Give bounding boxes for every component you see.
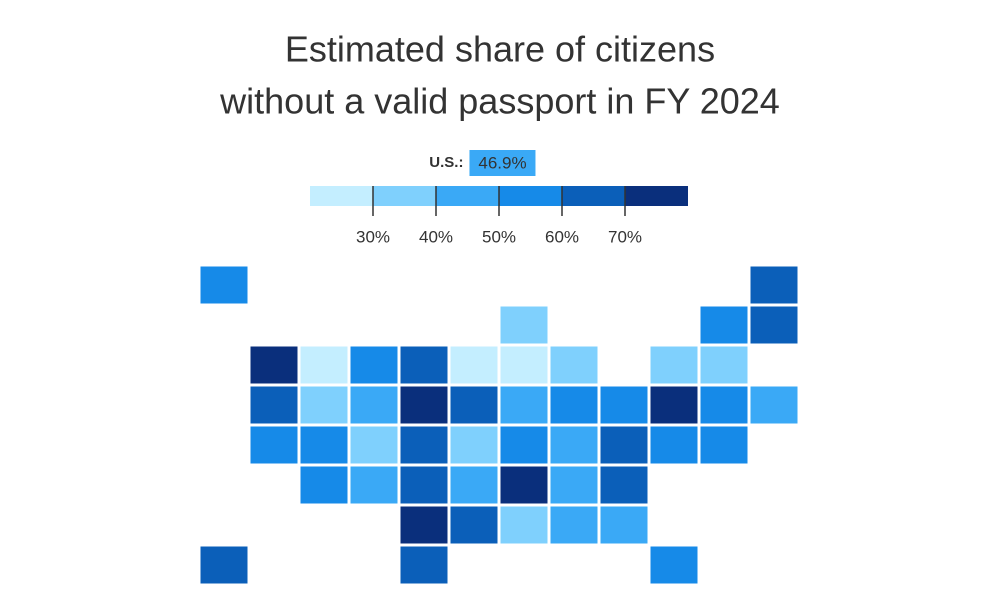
state [399,345,449,385]
legend-swatch [499,186,562,206]
state [399,425,449,465]
state [749,265,799,305]
state [699,305,749,345]
us-label: U.S.: [429,154,463,171]
state [549,345,599,385]
state [699,425,749,465]
state [749,305,799,345]
state [499,425,549,465]
chart-title: without a valid passport in FY 2024 [219,81,780,122]
state [399,385,449,425]
state [699,385,749,425]
state [449,505,499,545]
state [349,425,399,465]
state [649,345,699,385]
state [199,265,249,305]
legend-tick-label: 60% [545,227,579,246]
state [599,385,649,425]
state [349,465,399,505]
legend-swatch [436,186,499,206]
legend-swatch [310,186,373,206]
legend-tick-label: 30% [356,227,390,246]
legend-swatch [373,186,436,206]
state [499,465,549,505]
state [649,425,699,465]
state [199,545,249,585]
state [399,545,449,585]
state [749,385,799,425]
state [249,425,299,465]
legend-tick-label: 40% [419,227,453,246]
state [549,425,599,465]
state [449,465,499,505]
legend-tick-label: 50% [482,227,516,246]
state [649,545,699,585]
chart-title: Estimated share of citizens [285,29,715,70]
state [499,345,549,385]
legend-swatch [562,186,625,206]
state [599,465,649,505]
state [599,505,649,545]
state [299,425,349,465]
state [549,385,599,425]
state [549,465,599,505]
state [549,505,599,545]
state [249,385,299,425]
us-value-box [469,150,536,176]
state [299,465,349,505]
state [249,345,299,385]
state [449,425,499,465]
state [299,385,349,425]
state [349,385,399,425]
state [499,505,549,545]
state [499,385,549,425]
state [449,385,499,425]
legend-tick-label: 70% [608,227,642,246]
state [449,345,499,385]
state [599,425,649,465]
state [399,505,449,545]
us-value-label: 46.9% [478,153,526,172]
state [399,465,449,505]
state [699,345,749,385]
legend-swatch [625,186,688,206]
state [349,345,399,385]
state [499,305,549,345]
state [299,345,349,385]
state [649,385,699,425]
